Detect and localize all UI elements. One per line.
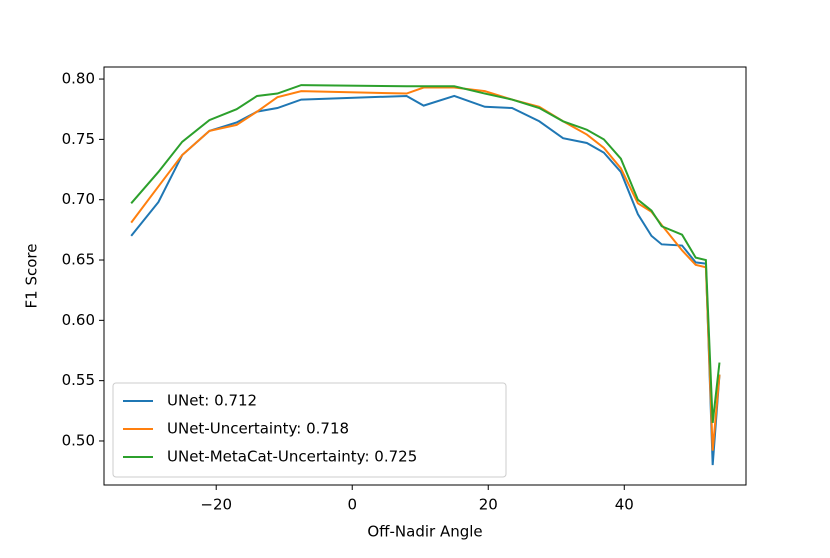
- x-tick-label: 40: [615, 496, 634, 514]
- y-tick-label: 0.70: [62, 190, 95, 208]
- legend-label: UNet-MetaCat-Uncertainty: 0.725: [167, 448, 417, 466]
- x-tick-label: 20: [479, 496, 498, 514]
- y-tick-label: 0.55: [62, 371, 95, 389]
- y-axis-label: F1 Score: [23, 244, 41, 309]
- y-tick-label: 0.60: [62, 311, 95, 329]
- y-tick-label: 0.80: [62, 70, 95, 88]
- x-tick-label: −20: [200, 496, 232, 514]
- y-tick-label: 0.65: [62, 251, 95, 269]
- y-tick-label: 0.75: [62, 130, 95, 148]
- legend-label: UNet-Uncertainty: 0.718: [167, 420, 349, 438]
- legend-box: [112, 382, 507, 478]
- line-series: [130, 84, 721, 423]
- plot-frame: [103, 66, 747, 486]
- x-tick-label: 0: [347, 496, 357, 514]
- y-tick-label: 0.50: [62, 431, 95, 449]
- legend-label: UNet: 0.712: [167, 392, 257, 410]
- x-axis-label: Off-Nadir Angle: [367, 523, 482, 541]
